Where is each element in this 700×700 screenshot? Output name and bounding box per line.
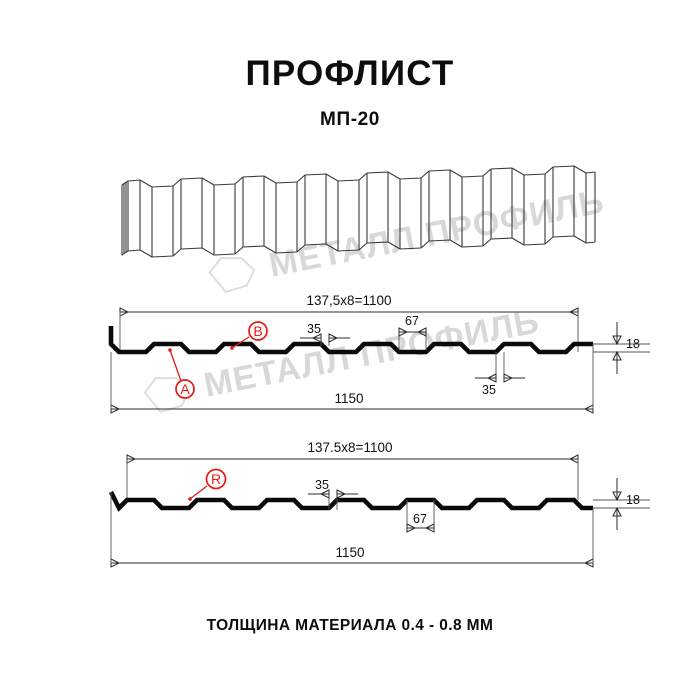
marker-r-label: R xyxy=(211,471,221,487)
watermark-text: МЕТАЛЛ ПРОФИЛЬ xyxy=(266,182,608,284)
dimension-18-bottom: 18 xyxy=(593,478,650,530)
dimension-67-top: 67 xyxy=(398,314,427,350)
profile-section-top: 137,5x8=1100 35 67 xyxy=(108,293,650,414)
marker-r: R xyxy=(188,468,227,501)
dimension-label-18-bottom: 18 xyxy=(626,493,640,507)
dimension-bottom-1150-bottom: 1150 xyxy=(110,492,594,568)
marker-a-label: A xyxy=(180,381,190,397)
dimension-35-bottom: 35 xyxy=(308,478,358,510)
dimension-label-35-top-left: 35 xyxy=(307,322,321,336)
dimension-67-bottom: 67 xyxy=(406,500,435,533)
profile-section-bottom: 137.5x8=1100 35 67 xyxy=(108,440,650,568)
dimension-label-1150-bottom: 1150 xyxy=(335,545,364,560)
dimension-bottom-1150-top: 1150 xyxy=(110,344,594,414)
dimension-label-67-top: 67 xyxy=(405,314,419,328)
profile-outline-top xyxy=(108,326,593,355)
dimension-18-top: 18 xyxy=(593,322,650,374)
dimension-top-1100-bottom: 137.5x8=1100 xyxy=(126,440,579,500)
dimension-label-35-bottom: 35 xyxy=(315,478,329,492)
dimension-label-67-bottom: 67 xyxy=(413,512,427,526)
page-subtitle: МП-20 xyxy=(320,108,380,130)
marker-b: B xyxy=(230,321,268,350)
dimension-35-top-right: 35 xyxy=(475,352,525,397)
dimension-35-top-left: 35 xyxy=(300,322,350,346)
watermark-upper: МЕТАЛЛ ПРОФИЛЬ xyxy=(208,182,608,293)
dimension-label-1150-top: 1150 xyxy=(334,391,363,406)
marker-b-label: B xyxy=(253,323,262,339)
isometric-corrugated-sheet xyxy=(121,165,596,258)
dimension-label-35-top-right: 35 xyxy=(482,383,496,397)
marker-a: A xyxy=(168,348,195,399)
page-title: ПРОФЛИСТ xyxy=(245,54,455,93)
title-block: ПРОФЛИСТ МП-20 xyxy=(0,54,700,131)
dimension-label-18-top: 18 xyxy=(626,337,640,351)
dimension-label-1100-bottom: 137.5x8=1100 xyxy=(308,440,393,455)
dimension-label-1100-top: 137,5x8=1100 xyxy=(307,293,392,308)
material-thickness-note: ТОЛЩИНА МАТЕРИАЛА 0.4 - 0.8 ММ xyxy=(206,617,494,634)
